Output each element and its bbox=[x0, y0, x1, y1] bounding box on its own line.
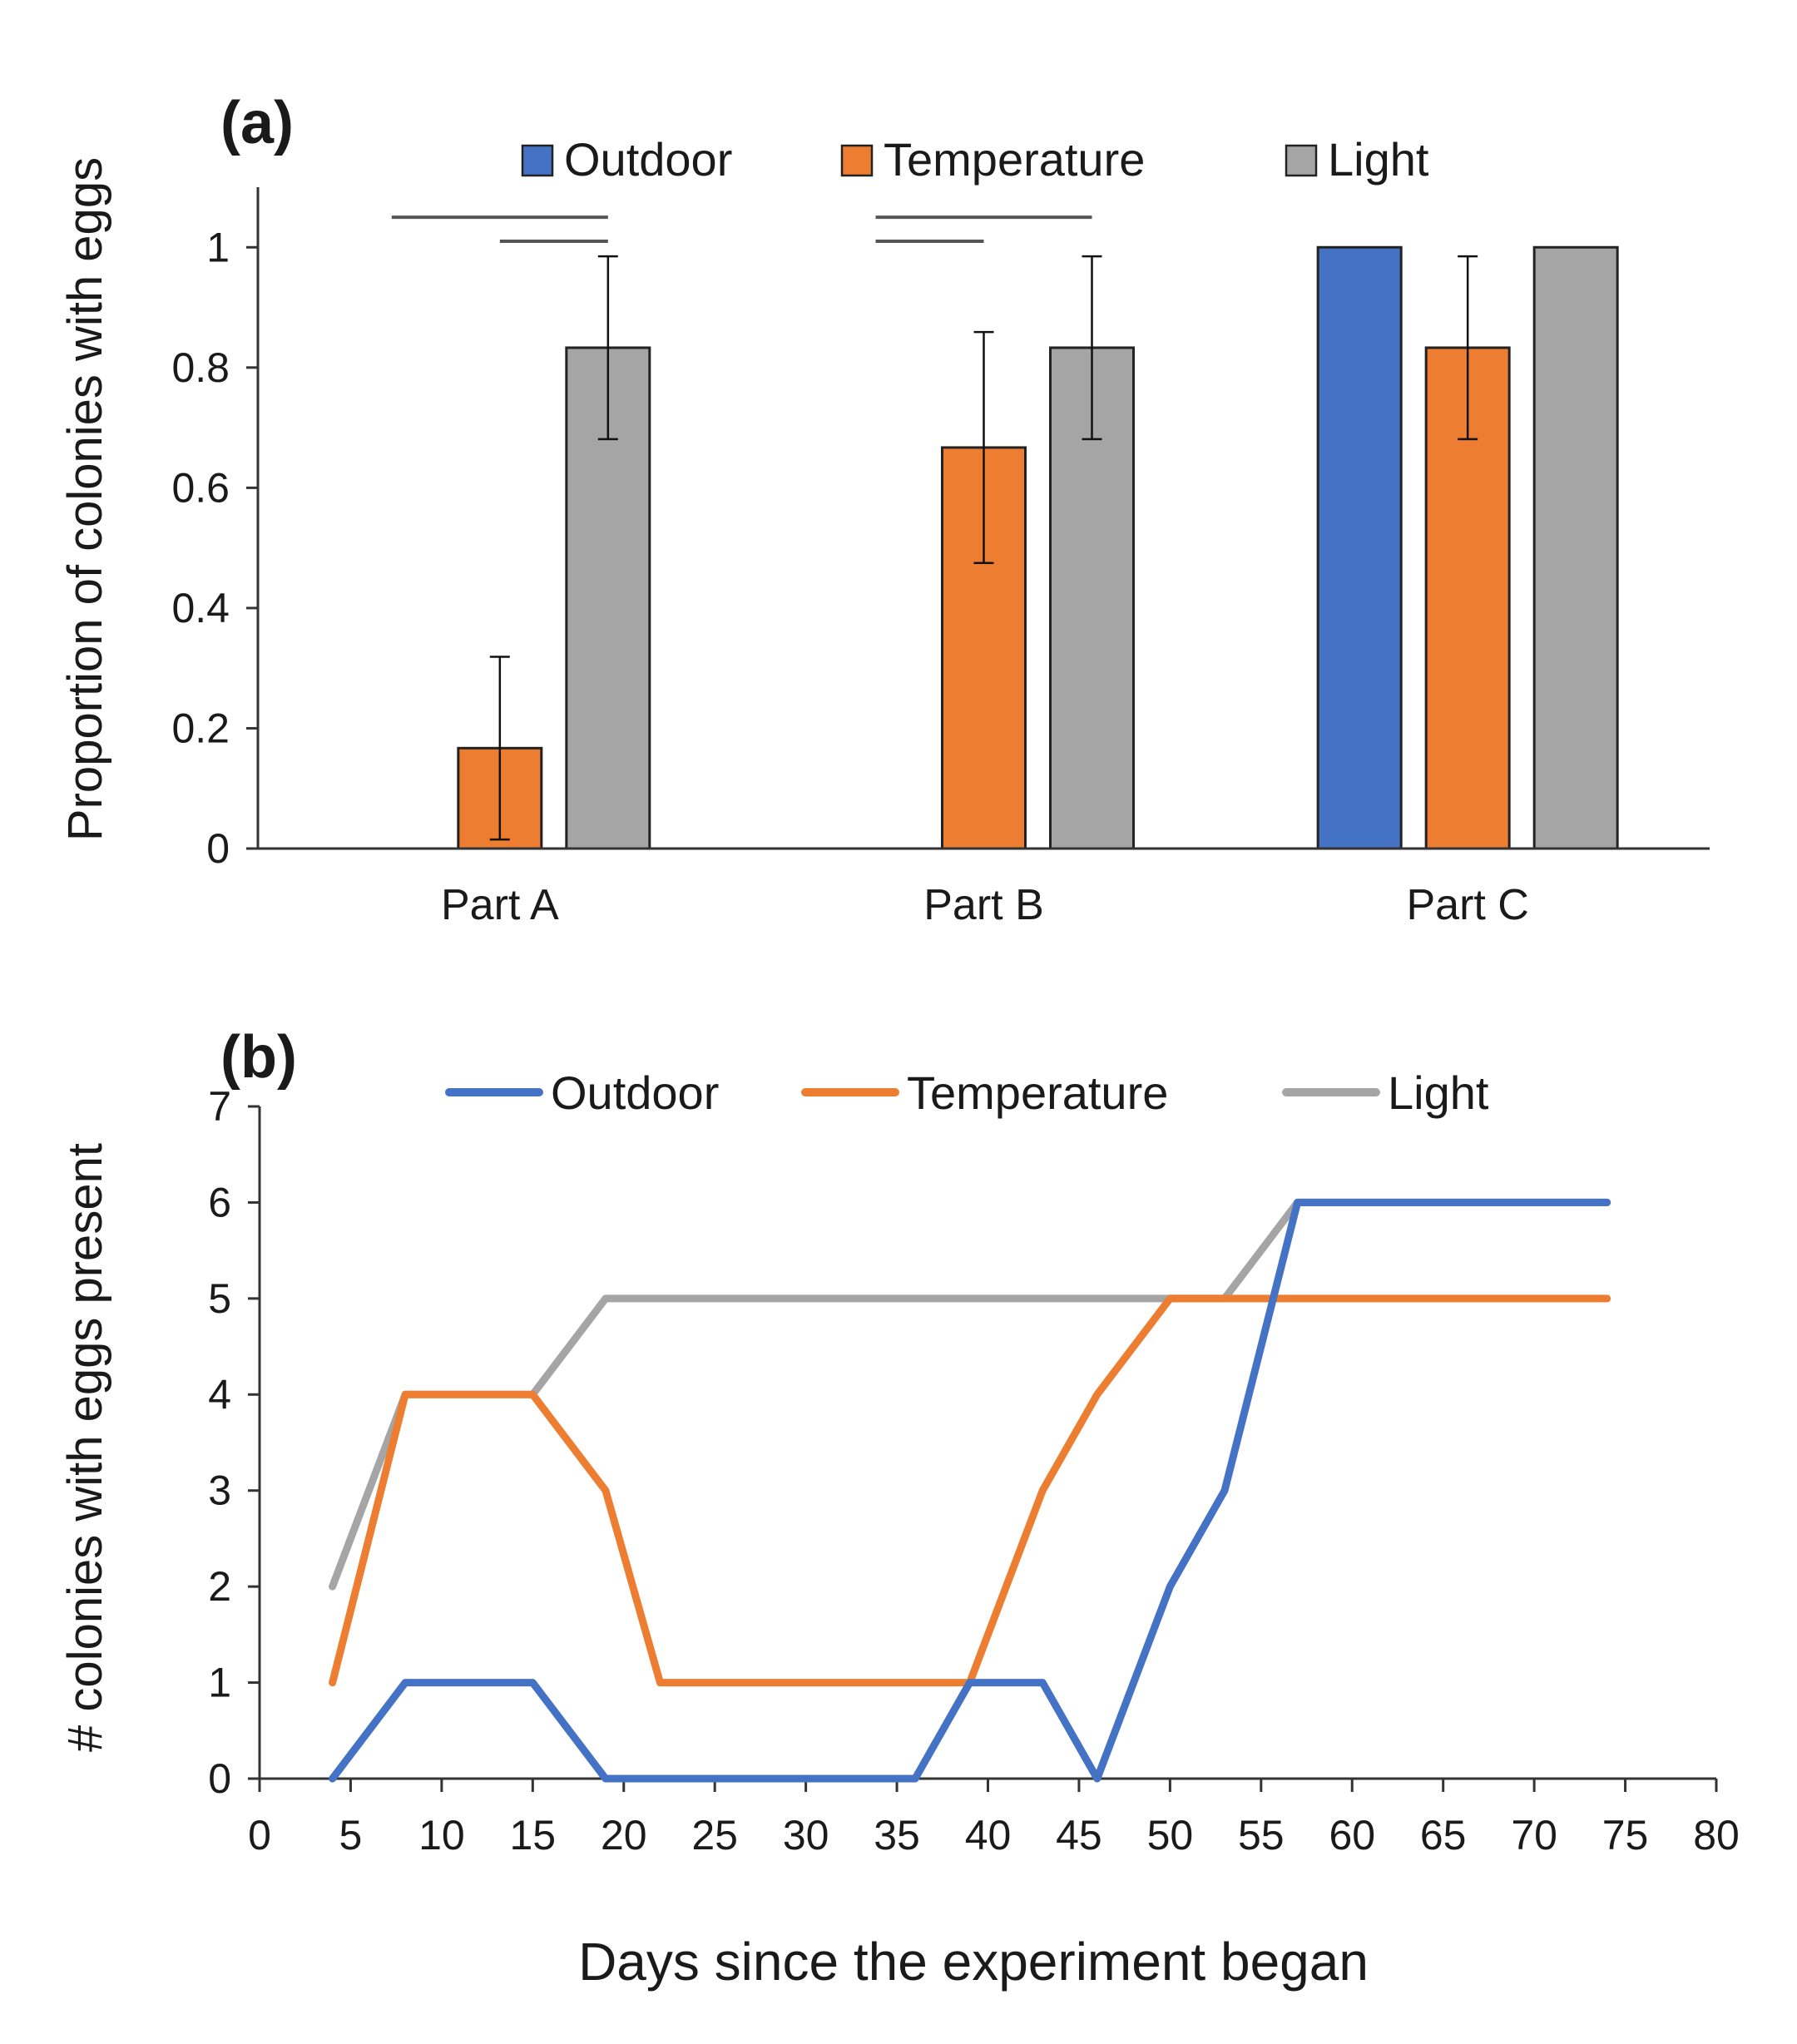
legend-label-outdoor: Outdoor bbox=[551, 1067, 719, 1119]
bar-light-part-c bbox=[1532, 245, 1619, 850]
bar-axes: 0 0.2 0.4 0.6 0.8 1 Part A Part B Part C bbox=[171, 187, 1710, 929]
line-y-tick-label: 2 bbox=[208, 1563, 231, 1610]
line-x-tick-label: 35 bbox=[874, 1812, 920, 1858]
bar-y-tick-label: 0.2 bbox=[171, 705, 230, 751]
line-x-tick-label: 25 bbox=[691, 1812, 738, 1858]
bar-y-tick-label: 0 bbox=[206, 825, 230, 872]
legend-swatch-temperature bbox=[840, 144, 874, 177]
series-line-temperature bbox=[329, 1294, 1611, 1687]
line-x-tick-label: 55 bbox=[1238, 1812, 1285, 1858]
line-y-tick-label: 0 bbox=[208, 1755, 231, 1802]
line-x-tick-label: 20 bbox=[601, 1812, 647, 1858]
line-x-tick-label: 0 bbox=[248, 1812, 271, 1858]
line-y-tick-label: 5 bbox=[208, 1275, 231, 1322]
legend-label-temperature: Temperature bbox=[884, 133, 1145, 186]
line-x-tick-label: 30 bbox=[783, 1812, 829, 1858]
line-y-axis-label: # colonies with eggs present bbox=[58, 1143, 112, 1752]
line-x-tick-label: 80 bbox=[1693, 1812, 1740, 1858]
bar-y-axis-label: Proportion of colonies with eggs bbox=[58, 157, 112, 841]
line-x-axis-label: Days since the experiment began bbox=[578, 1932, 1369, 1992]
legend-label-outdoor: Outdoor bbox=[564, 133, 732, 186]
line-legend: Outdoor Temperature Light bbox=[445, 1067, 1489, 1119]
line-y-tick-label: 3 bbox=[208, 1467, 231, 1514]
error-bars bbox=[489, 255, 1478, 841]
bar-y-tick-label: 1 bbox=[206, 224, 230, 270]
panel-a-label: (a) bbox=[220, 90, 294, 156]
legend-label-temperature: Temperature bbox=[907, 1067, 1168, 1119]
legend-label-light: Light bbox=[1388, 1067, 1489, 1119]
bar-category-label: Part C bbox=[1406, 881, 1528, 929]
line-x-tick-label: 45 bbox=[1056, 1812, 1102, 1858]
legend-label-light: Light bbox=[1328, 133, 1429, 186]
line-y-tick-label: 6 bbox=[208, 1179, 231, 1225]
legend-swatch-light bbox=[1285, 144, 1318, 177]
line-x-tick-label: 15 bbox=[510, 1812, 557, 1858]
bar-y-tick-label: 0.8 bbox=[171, 344, 230, 391]
line-x-tick-label: 60 bbox=[1329, 1812, 1375, 1858]
bar-category-label: Part B bbox=[923, 881, 1044, 929]
line-y-tick-label: 4 bbox=[208, 1371, 231, 1418]
bar-series bbox=[457, 245, 1619, 850]
bar-y-tick-label: 0.4 bbox=[171, 585, 230, 631]
bar-y-tick-label: 0.6 bbox=[171, 464, 230, 511]
line-x-tick-label: 70 bbox=[1511, 1812, 1557, 1858]
series-line-outdoor bbox=[329, 1198, 1611, 1783]
bar-legend: Outdoor Temperature Light bbox=[521, 133, 1429, 186]
line-y-tick-label: 1 bbox=[208, 1660, 231, 1706]
line-y-tick-label: 7 bbox=[208, 1083, 231, 1130]
line-x-tick-label: 10 bbox=[418, 1812, 465, 1858]
legend-swatch-outdoor bbox=[521, 144, 554, 177]
line-x-tick-label: 50 bbox=[1147, 1812, 1194, 1858]
line-x-tick-label: 5 bbox=[339, 1812, 363, 1858]
line-x-tick-label: 65 bbox=[1420, 1812, 1467, 1858]
line-x-tick-label: 40 bbox=[965, 1812, 1012, 1858]
line-series bbox=[329, 1198, 1611, 1783]
bar-outdoor-part-c bbox=[1316, 245, 1403, 850]
bar-category-label: Part A bbox=[441, 881, 559, 929]
bar-chart-panel: (a) Outdoor Temperature Light 0 0.2 0.4 0.6 0.… bbox=[58, 90, 1710, 929]
panel-b-label: (b) bbox=[220, 1024, 297, 1091]
significance-brackets bbox=[391, 215, 1092, 244]
line-x-tick-label: 75 bbox=[1602, 1812, 1649, 1858]
